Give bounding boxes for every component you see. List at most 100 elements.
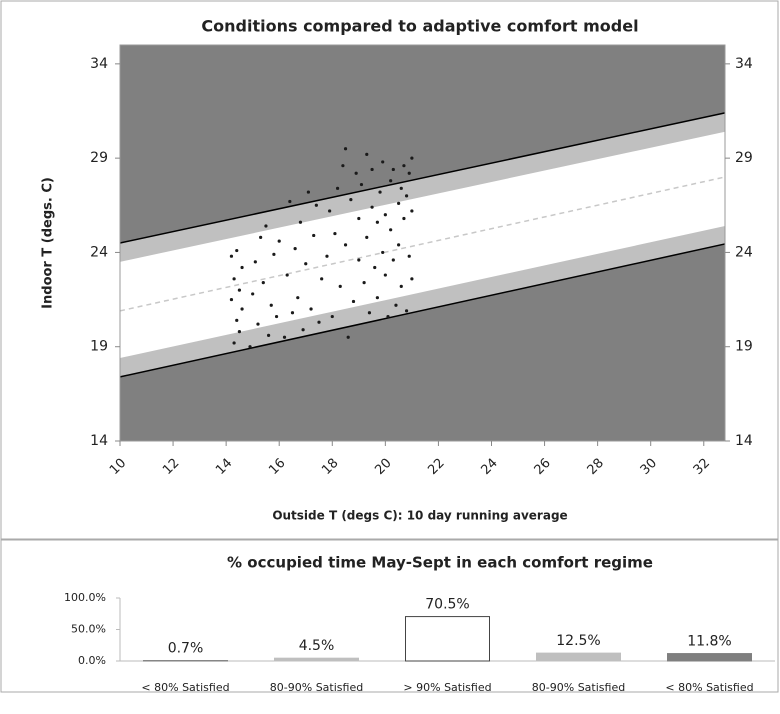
y-tick-label: 0.0% bbox=[78, 654, 106, 667]
data-point bbox=[235, 249, 238, 252]
data-label: 11.8% bbox=[687, 634, 731, 650]
data-point bbox=[405, 194, 408, 197]
data-point bbox=[315, 204, 318, 207]
data-point bbox=[264, 224, 267, 227]
x-tick-label: > 90% Satisfied bbox=[403, 681, 491, 694]
y-tick-label: 100.0% bbox=[64, 591, 106, 604]
data-point bbox=[230, 255, 233, 258]
data-point bbox=[357, 258, 360, 261]
data-point bbox=[376, 221, 379, 224]
x-tick-label: < 80% Satisfied bbox=[141, 681, 229, 694]
data-point bbox=[320, 277, 323, 280]
data-point bbox=[235, 319, 238, 322]
data-point bbox=[286, 273, 289, 276]
data-point bbox=[384, 273, 387, 276]
data-point bbox=[373, 266, 376, 269]
data-point bbox=[288, 200, 291, 203]
data-label: 70.5% bbox=[425, 597, 469, 613]
data-point bbox=[376, 296, 379, 299]
data-point bbox=[341, 164, 344, 167]
data-point bbox=[259, 236, 262, 239]
y-tick-label: 50.0% bbox=[71, 623, 106, 636]
data-point bbox=[410, 157, 413, 160]
data-point bbox=[233, 341, 236, 344]
y-tick-label: 14 bbox=[90, 433, 108, 449]
data-point bbox=[339, 285, 342, 288]
data-point bbox=[294, 247, 297, 250]
y-tick-label: 19 bbox=[90, 339, 108, 355]
data-point bbox=[381, 160, 384, 163]
y2-tick-label: 19 bbox=[735, 339, 753, 355]
data-point bbox=[336, 187, 339, 190]
data-point bbox=[278, 240, 281, 243]
data-point bbox=[365, 153, 368, 156]
data-point bbox=[262, 281, 265, 284]
data-point bbox=[291, 311, 294, 314]
data-point bbox=[307, 190, 310, 193]
data-point bbox=[296, 296, 299, 299]
data-point bbox=[344, 147, 347, 150]
data-point bbox=[344, 243, 347, 246]
data-point bbox=[347, 336, 350, 339]
data-label: 12.5% bbox=[556, 633, 600, 649]
data-point bbox=[363, 281, 366, 284]
data-point bbox=[304, 262, 307, 265]
data-point bbox=[397, 202, 400, 205]
chart-title: % occupied time May-Sept in each comfort… bbox=[227, 554, 653, 572]
data-point bbox=[352, 300, 355, 303]
data-point bbox=[397, 243, 400, 246]
data-point bbox=[410, 209, 413, 212]
y-tick-label: 34 bbox=[90, 56, 108, 72]
data-point bbox=[365, 236, 368, 239]
y2-tick-label: 34 bbox=[735, 56, 753, 72]
bar bbox=[668, 654, 752, 661]
data-point bbox=[408, 255, 411, 258]
data-point bbox=[392, 258, 395, 261]
data-point bbox=[378, 190, 381, 193]
data-point bbox=[384, 213, 387, 216]
data-point bbox=[272, 253, 275, 256]
data-point bbox=[238, 330, 241, 333]
bar bbox=[275, 658, 359, 661]
data-point bbox=[275, 315, 278, 318]
data-label: 4.5% bbox=[299, 638, 335, 654]
data-point bbox=[251, 292, 254, 295]
y2-tick-label: 24 bbox=[735, 244, 753, 260]
data-point bbox=[389, 179, 392, 182]
bar bbox=[406, 617, 490, 661]
y-axis-label: Indoor T (degs. C) bbox=[41, 177, 56, 309]
x-tick-label: 80-90% Satisfied bbox=[270, 681, 363, 694]
data-point bbox=[386, 315, 389, 318]
data-label: 0.7% bbox=[168, 641, 204, 657]
data-point bbox=[230, 298, 233, 301]
data-point bbox=[392, 168, 395, 171]
data-point bbox=[394, 304, 397, 307]
data-point bbox=[331, 315, 334, 318]
data-point bbox=[400, 187, 403, 190]
x-tick-label: 80-90% Satisfied bbox=[532, 681, 625, 694]
data-point bbox=[328, 209, 331, 212]
data-point bbox=[301, 328, 304, 331]
y-tick-label: 29 bbox=[90, 150, 108, 166]
data-point bbox=[312, 234, 315, 237]
chart-title: Conditions compared to adaptive comfort … bbox=[201, 17, 638, 36]
bar bbox=[537, 653, 621, 661]
data-point bbox=[270, 304, 273, 307]
data-point bbox=[317, 321, 320, 324]
data-point bbox=[333, 232, 336, 235]
y2-tick-label: 14 bbox=[735, 433, 753, 449]
data-point bbox=[283, 336, 286, 339]
data-point bbox=[410, 277, 413, 280]
data-point bbox=[238, 289, 241, 292]
data-point bbox=[405, 309, 408, 312]
y-tick-label: 24 bbox=[90, 244, 108, 260]
data-point bbox=[355, 172, 358, 175]
data-point bbox=[325, 255, 328, 258]
data-point bbox=[357, 217, 360, 220]
data-point bbox=[370, 206, 373, 209]
data-point bbox=[248, 345, 251, 348]
x-axis-label: Outside T (degs C): 10 day running avera… bbox=[272, 509, 567, 523]
data-point bbox=[240, 307, 243, 310]
